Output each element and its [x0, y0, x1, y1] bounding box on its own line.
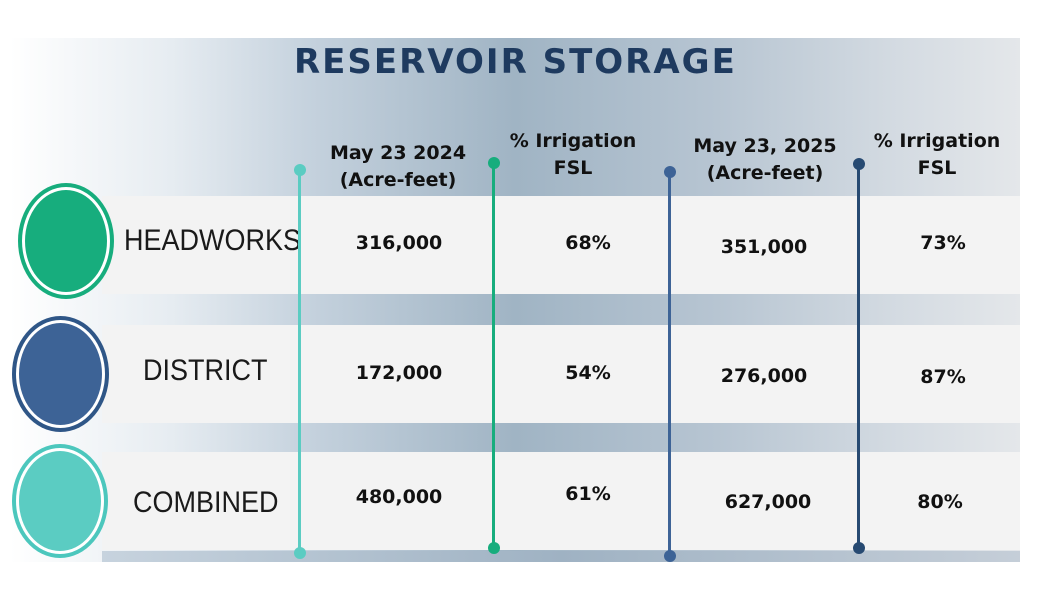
header-line: % Irrigation	[509, 130, 637, 152]
headworks-circle-inner	[22, 187, 110, 295]
column-header-2025-volume: May 23, 2025 (Acre-feet)	[685, 133, 845, 187]
cell-headworks-2025-volume: 351,000	[720, 236, 808, 258]
header-line: May 23, 2025	[693, 135, 837, 157]
column-divider-1	[298, 170, 301, 553]
page-title: RESERVOIR STORAGE	[294, 42, 737, 82]
cell-combined-2024-volume: 480,000	[355, 486, 443, 508]
header-line: FSL	[553, 157, 593, 179]
headworks-circle-icon	[18, 183, 114, 299]
bottom-divider	[102, 551, 1020, 562]
table-row-combined	[102, 452, 1020, 550]
district-circle-icon	[12, 316, 109, 432]
combined-circle-icon	[12, 444, 108, 558]
row-label-combined: COMBINED	[133, 486, 279, 519]
header-line: FSL	[917, 157, 957, 179]
cell-headworks-2025-percent: 73%	[920, 232, 966, 254]
column-divider-2-bottom-dot	[488, 542, 500, 554]
cell-district-2025-percent: 87%	[920, 366, 966, 388]
cell-combined-2025-volume: 627,000	[724, 491, 812, 513]
column-divider-1-top-dot	[294, 164, 306, 176]
cell-headworks-2024-percent: 68%	[565, 232, 611, 254]
cell-combined-2024-percent: 61%	[565, 483, 611, 505]
column-header-2025-percent: % Irrigation FSL	[857, 128, 1017, 182]
cell-district-2024-volume: 172,000	[355, 362, 443, 384]
column-header-2024-percent: % Irrigation FSL	[493, 128, 653, 182]
column-divider-2	[492, 163, 495, 548]
header-line: (Acre-feet)	[339, 169, 457, 191]
cell-district-2024-percent: 54%	[565, 362, 611, 384]
district-circle-inner	[16, 320, 105, 428]
column-divider-2-top-dot	[488, 157, 500, 169]
column-divider-3	[668, 172, 671, 556]
cell-headworks-2024-volume: 316,000	[355, 232, 443, 254]
column-divider-4-top-dot	[853, 158, 865, 170]
cell-district-2025-volume: 276,000	[720, 365, 808, 387]
column-divider-4-bottom-dot	[853, 542, 865, 554]
row-label-district: DISTRICT	[143, 354, 268, 387]
row-label-headworks: HEADWORKS	[124, 224, 302, 257]
column-divider-1-bottom-dot	[294, 547, 306, 559]
column-divider-4	[857, 164, 860, 548]
table-row-headworks	[102, 196, 1020, 294]
cell-combined-2025-percent: 80%	[917, 491, 963, 513]
column-divider-3-top-dot	[664, 166, 676, 178]
header-line: % Irrigation	[873, 130, 1001, 152]
column-divider-3-bottom-dot	[664, 550, 676, 562]
header-line: May 23 2024	[329, 142, 467, 164]
column-header-2024-volume: May 23 2024 (Acre-feet)	[318, 140, 478, 194]
combined-circle-inner	[16, 448, 104, 554]
table-row-district	[102, 325, 1020, 423]
header-line: (Acre-feet)	[706, 162, 824, 184]
